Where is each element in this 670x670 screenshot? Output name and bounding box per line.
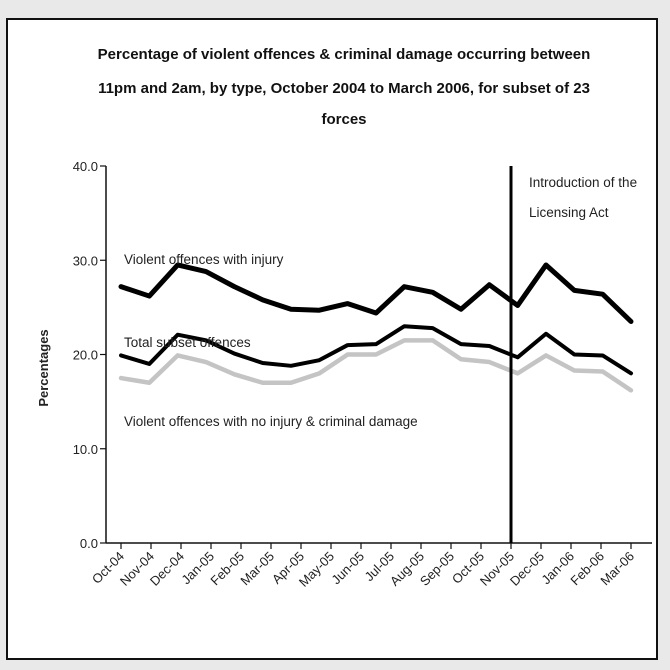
annotation-layer: Introduction of the Licensing Act — [509, 166, 637, 543]
annotation-text-line: Licensing Act — [529, 205, 609, 220]
chart: Percentage of violent offences & crimina… — [36, 46, 652, 590]
y-tick-label: 20.0 — [73, 348, 98, 363]
y-tick-label: 30.0 — [73, 253, 98, 268]
x-tick-label: Mar-06 — [597, 549, 637, 589]
y-axis-label: Percentages — [36, 329, 51, 406]
y-tick-label: 40.0 — [73, 159, 98, 174]
series-label-0: Violent offences with injury — [124, 252, 284, 267]
series-line-2 — [118, 338, 634, 393]
chart-title-line-2: 11pm and 2am, by type, October 2004 to M… — [98, 80, 590, 97]
chart-title-line-3: forces — [321, 111, 366, 128]
y-ticks: 0.0 10.0 20.0 30.0 40.0 — [73, 159, 106, 551]
labels-layer: Violent offences with injury Total subset… — [124, 252, 418, 429]
y-tick-label: 0.0 — [80, 536, 98, 551]
series-line-1 — [119, 324, 633, 376]
x-tick-label: Dec-05 — [507, 549, 547, 589]
x-tick-label: Dec-04 — [147, 549, 187, 589]
series-layer — [118, 262, 634, 393]
x-ticks: Oct-04Nov-04Dec-04Jan-05Feb-05Mar-05Apr-… — [89, 543, 637, 590]
series-label-1: Total subset offences — [124, 335, 251, 350]
x-tick-label: Mar-05 — [237, 549, 277, 589]
series-line-0 — [118, 262, 634, 325]
x-tick-label: Jun-05 — [328, 549, 367, 588]
y-tick-label: 10.0 — [73, 442, 98, 457]
chart-title-line-1: Percentage of violent offences & crimina… — [98, 46, 591, 63]
series-label-2: Violent offences with no injury & crimin… — [124, 414, 418, 429]
x-tick-label: Sep-05 — [417, 549, 457, 589]
annotation-text-line: Introduction of the — [529, 175, 637, 190]
chart-frame: Percentage of violent offences & crimina… — [6, 18, 658, 660]
